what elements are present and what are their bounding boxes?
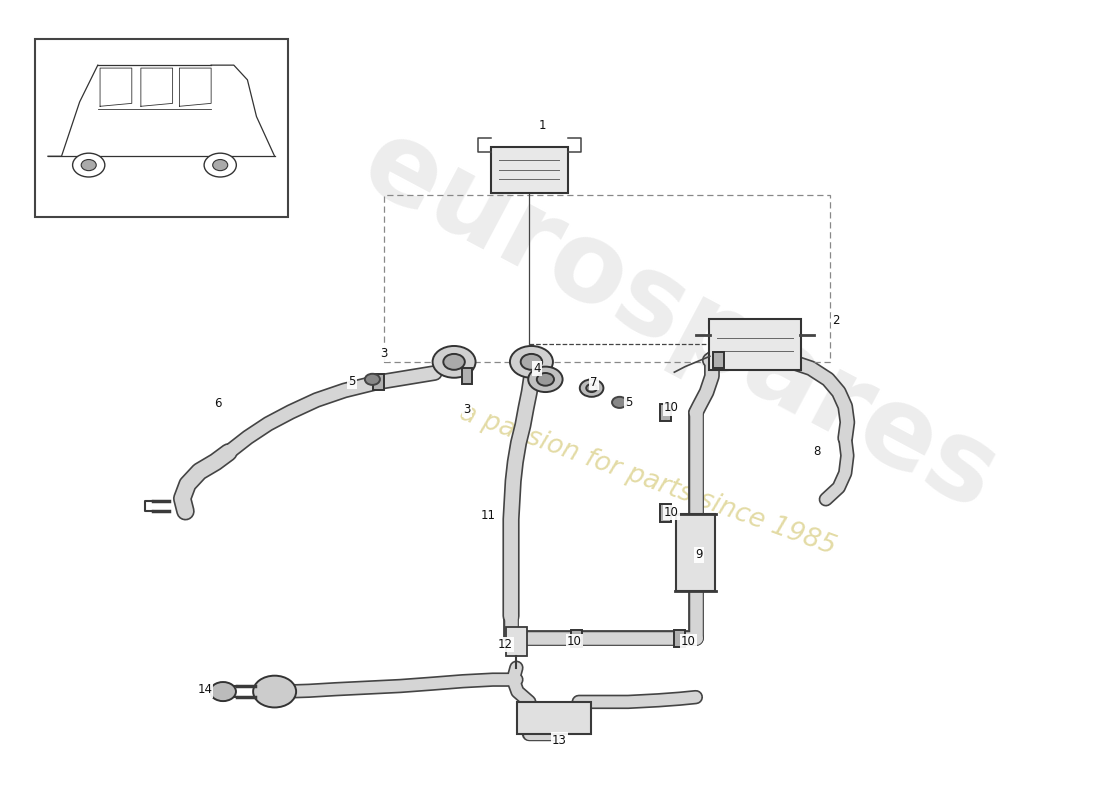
Bar [660, 404, 671, 422]
Circle shape [432, 346, 475, 378]
Text: 10: 10 [663, 506, 679, 519]
Bar [710, 318, 801, 370]
Circle shape [586, 384, 597, 392]
Circle shape [253, 676, 296, 707]
Text: 1: 1 [538, 119, 546, 133]
Circle shape [212, 159, 228, 170]
Text: 9: 9 [695, 549, 703, 562]
Bar [506, 627, 527, 656]
Text: a passion for parts since 1985: a passion for parts since 1985 [455, 399, 839, 560]
Text: 10: 10 [663, 402, 679, 414]
Bar [462, 368, 472, 384]
Bar [35, 38, 287, 218]
Text: 12: 12 [498, 638, 513, 651]
Text: 6: 6 [213, 398, 221, 410]
Text: eurospares: eurospares [344, 108, 1015, 533]
Circle shape [612, 397, 627, 408]
Bar [713, 352, 724, 368]
Text: 8: 8 [814, 445, 821, 458]
Circle shape [520, 354, 542, 370]
Text: 7: 7 [590, 376, 597, 389]
Circle shape [443, 354, 465, 370]
Text: 5: 5 [626, 396, 632, 409]
Text: 4: 4 [534, 362, 540, 374]
Bar [384, 195, 830, 362]
Bar [674, 630, 685, 647]
Text: 10: 10 [566, 635, 582, 648]
Circle shape [205, 153, 236, 177]
Text: 14: 14 [197, 683, 212, 697]
Circle shape [73, 153, 104, 177]
Text: 13: 13 [552, 734, 567, 746]
Text: 2: 2 [832, 314, 839, 327]
Text: 10: 10 [681, 635, 696, 648]
Circle shape [510, 346, 553, 378]
Circle shape [528, 366, 562, 392]
Circle shape [81, 159, 96, 170]
Bar [660, 504, 671, 522]
Text: 3: 3 [463, 403, 471, 416]
Text: 11: 11 [481, 509, 496, 522]
Text: 3: 3 [381, 347, 388, 361]
Circle shape [210, 682, 235, 701]
Bar [374, 374, 384, 390]
Bar [491, 146, 568, 193]
Circle shape [580, 379, 604, 397]
Bar [571, 630, 582, 647]
Text: 5: 5 [349, 375, 355, 388]
Circle shape [365, 374, 380, 385]
Bar [517, 702, 591, 734]
Bar [676, 514, 715, 590]
Circle shape [537, 373, 554, 386]
